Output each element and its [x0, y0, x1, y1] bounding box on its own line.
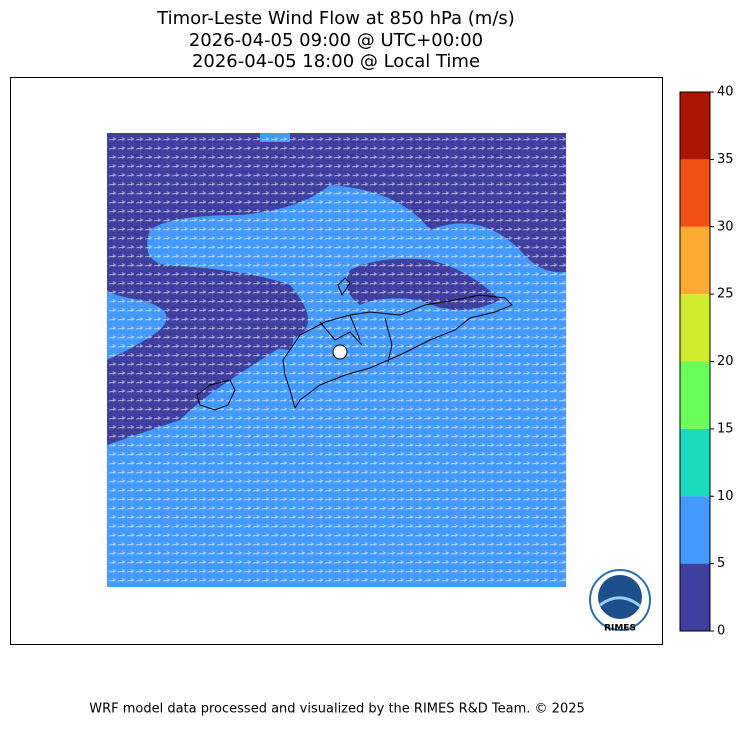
colorbar: 0 5 10 15 20 25 30 35 40 — [679, 85, 734, 639]
colorbar-band — [680, 294, 710, 362]
tick-label: 30 — [717, 219, 734, 234]
tick-label: 0 — [717, 624, 725, 639]
logo-text: RIMES — [604, 624, 636, 634]
subtitle: 2026-04-05 18:00 @ Local Time — [192, 51, 480, 72]
colorbar-band — [680, 92, 710, 160]
tick-label: 15 — [717, 421, 734, 436]
subtitle: 2026-04-05 09:00 @ UTC+00:00 — [189, 30, 483, 51]
colorbar-band — [680, 563, 710, 631]
coastline — [196, 277, 513, 411]
title: Timor-Leste Wind Flow at 850 hPa (m/s) — [156, 8, 515, 29]
tick-label: 25 — [717, 287, 734, 302]
wind-field — [107, 133, 566, 587]
colorbar-band — [680, 361, 710, 429]
logo: RIMES — [589, 569, 651, 634]
tick-label: 10 — [717, 489, 734, 504]
colorbar-band — [680, 496, 710, 564]
colorbar-band — [680, 159, 710, 227]
tick-label: 40 — [717, 85, 734, 100]
colorbar-band — [680, 226, 710, 295]
tick-label: 20 — [717, 354, 734, 369]
tick-label: 5 — [717, 556, 725, 571]
tick-label: 35 — [717, 152, 734, 167]
colorbar-band — [680, 428, 710, 497]
footer: WRF model data processed and visualized … — [89, 702, 585, 717]
